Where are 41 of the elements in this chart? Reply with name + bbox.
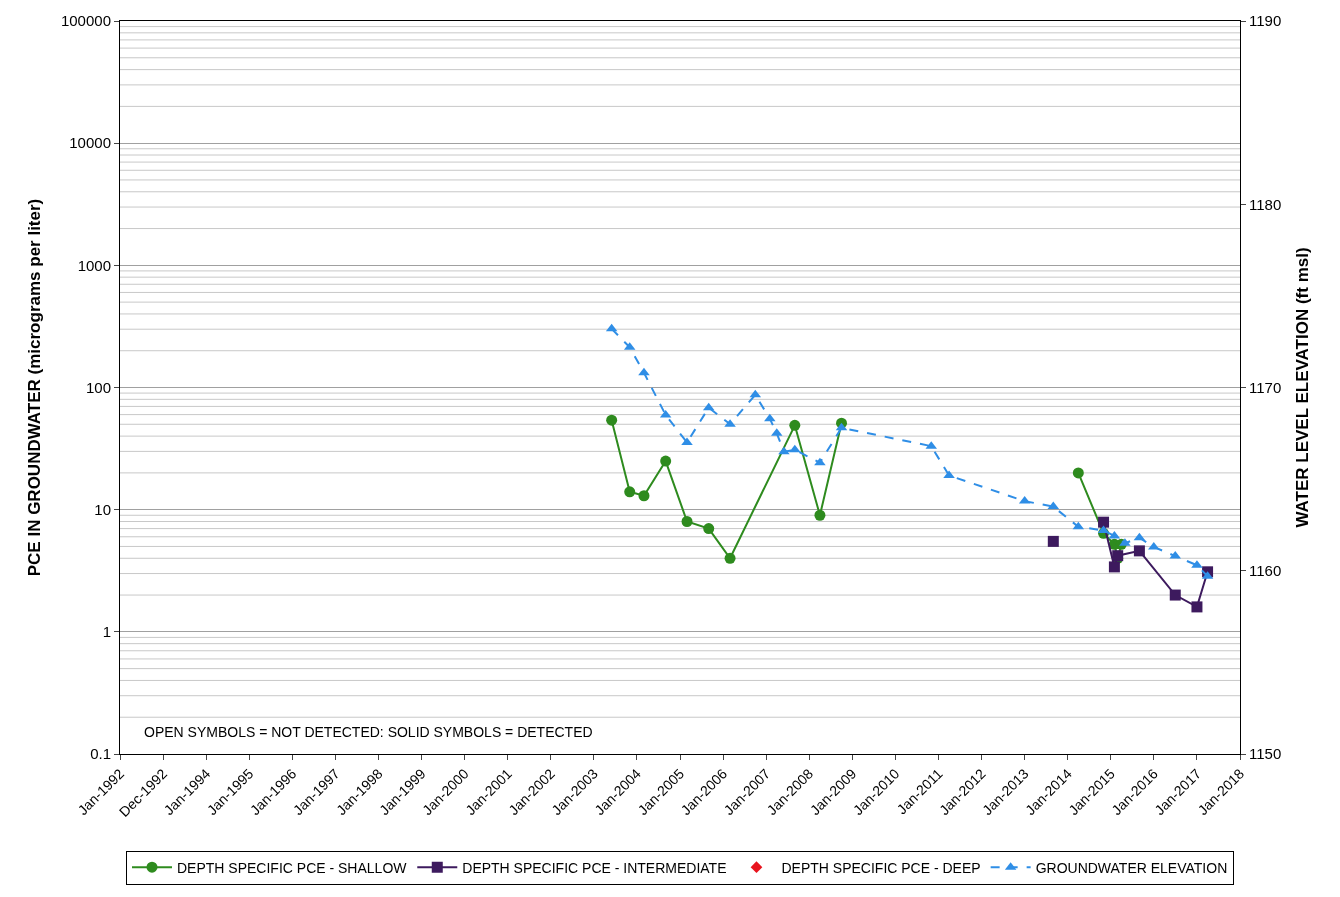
- point: [1191, 601, 1203, 613]
- y2-tick-label: 1180: [1249, 195, 1282, 213]
- y-tick-label: 1000: [77, 256, 111, 274]
- point: [789, 419, 801, 431]
- point: [681, 516, 693, 528]
- point: [703, 523, 715, 535]
- legend-label: DEPTH SPECIFIC PCE - DEEP: [781, 859, 981, 876]
- legend-label: GROUNDWATER ELEVATION: [1035, 859, 1228, 876]
- point: [1148, 541, 1160, 550]
- y-axis-title: PCE IN GROUNDWATER (micrograms per liter): [25, 198, 45, 577]
- point: [624, 486, 636, 498]
- y-tick-label: 10000: [69, 134, 111, 152]
- y2-tick-label: 1150: [1249, 745, 1282, 763]
- point: [638, 367, 650, 376]
- point: [1098, 516, 1110, 528]
- y-tick-label: 0.1: [90, 745, 111, 763]
- point: [764, 413, 776, 422]
- y-tick-label: 100000: [60, 12, 111, 30]
- annotation: OPEN SYMBOLS = NOT DETECTED: SOLID SYMBOLS = DETECTED: [144, 724, 593, 740]
- point: [814, 509, 826, 521]
- legend-label: DEPTH SPECIFIC PCE - INTERMEDIATE: [462, 859, 727, 876]
- point: [638, 490, 650, 502]
- y2-tick-label: 1190: [1249, 12, 1282, 30]
- y2-axis-title: WATER LEVEL ELEVATION (ft msl): [1292, 247, 1312, 528]
- y2-tick-label: 1160: [1249, 562, 1282, 579]
- y2-tick-label: 1170: [1249, 378, 1282, 396]
- point: [1169, 589, 1181, 601]
- y-tick-label: 10: [94, 500, 111, 518]
- point: [724, 552, 736, 564]
- point: [778, 446, 790, 455]
- point: [1133, 545, 1145, 557]
- point: [814, 457, 826, 466]
- point: [606, 414, 618, 426]
- point: [789, 444, 801, 453]
- point: [660, 455, 672, 467]
- point: [1108, 561, 1120, 573]
- point: [1047, 535, 1059, 547]
- y-tick-label: 1: [102, 623, 111, 641]
- legend-label: DEPTH SPECIFIC PCE - SHALLOW: [177, 859, 408, 876]
- point: [1072, 467, 1084, 479]
- y-tick-label: 100: [85, 378, 111, 396]
